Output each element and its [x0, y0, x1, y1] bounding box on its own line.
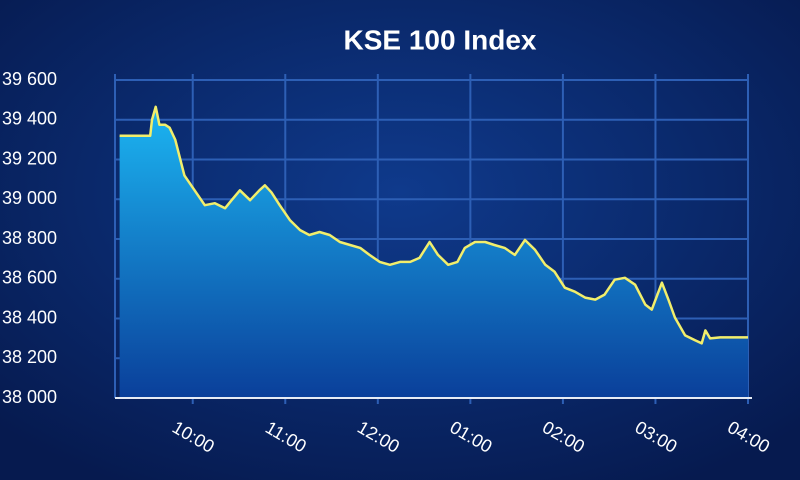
chart-title: KSE 100 Index	[344, 24, 537, 55]
y-tick-label: 38 000	[2, 387, 57, 407]
y-tick-label: 38 600	[2, 268, 57, 288]
area	[119, 106, 749, 399]
y-tick-label: 39 400	[2, 109, 57, 129]
y-tick-label: 39 600	[2, 69, 57, 89]
y-tick-label: 39 000	[2, 188, 57, 208]
y-tick-label: 38 400	[2, 307, 57, 327]
y-tick-label: 38 800	[2, 228, 57, 248]
y-tick-label: 39 200	[2, 148, 57, 168]
y-tick-label: 38 200	[2, 347, 57, 367]
line	[119, 105, 748, 345]
